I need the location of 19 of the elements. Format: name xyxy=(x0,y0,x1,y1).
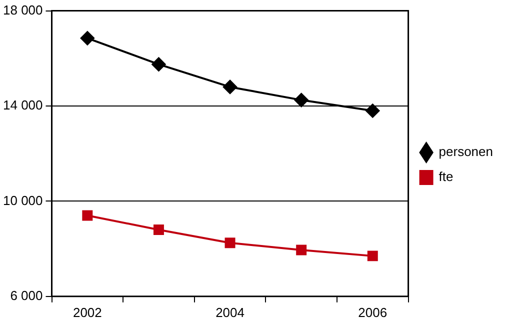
x-tick-label: 2002 xyxy=(72,304,102,320)
legend-label: personen xyxy=(438,144,494,160)
point xyxy=(224,238,236,248)
point xyxy=(367,250,378,262)
legend-label: fte xyxy=(438,169,454,184)
y-tick-label: 14 000 xyxy=(2,98,43,113)
y-tick-label: 6 000 xyxy=(10,288,43,303)
point xyxy=(152,57,166,72)
point xyxy=(82,210,93,221)
x-tick-label: 2006 xyxy=(358,304,388,320)
point xyxy=(294,93,308,108)
point xyxy=(223,80,238,94)
x-tick-label: 2004 xyxy=(216,304,244,320)
point xyxy=(296,244,307,256)
y-tick-label: 10 000 xyxy=(2,192,43,208)
point xyxy=(80,31,94,46)
point xyxy=(366,104,380,118)
point xyxy=(153,224,164,236)
y-tick-label: 18 000 xyxy=(2,2,43,18)
